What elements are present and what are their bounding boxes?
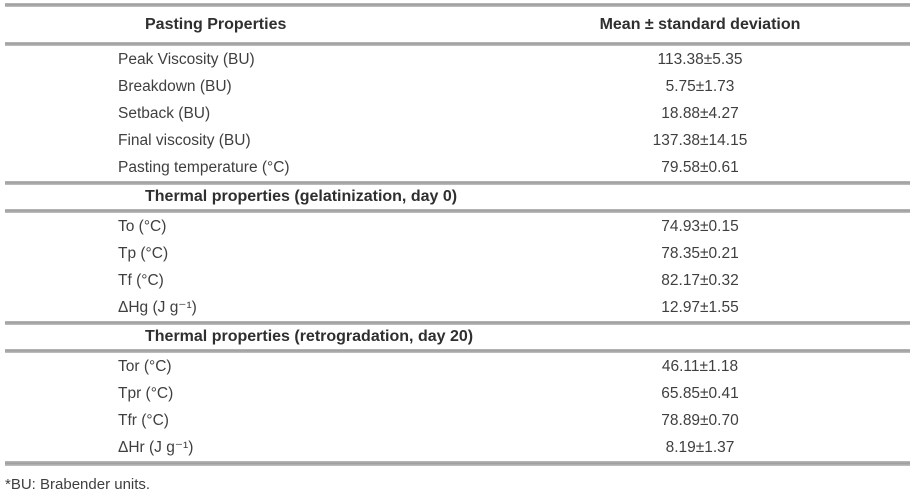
row-label: Tfr (°C) (118, 411, 169, 429)
row-label: Pasting temperature (°C) (118, 158, 290, 176)
table-top-rule (5, 3, 910, 7)
table-header-row: Pasting Properties Mean ± standard devia… (5, 7, 910, 42)
table-row: Tor (°C) 46.11±1.18 (5, 353, 910, 380)
row-value: 74.93±0.15 (661, 217, 739, 235)
table-row: Setback (BU) 18.88±4.27 (5, 100, 910, 127)
row-value: 137.38±14.15 (652, 131, 748, 149)
row-value: 78.89±0.70 (661, 411, 739, 429)
section-top-rule (5, 321, 910, 325)
row-value: 18.88±4.27 (661, 104, 739, 122)
table-row: Tpr (°C) 65.85±0.41 (5, 380, 910, 407)
row-value: 5.75±1.73 (665, 77, 735, 95)
row-value: 79.58±0.61 (661, 158, 739, 176)
table-row: Pasting temperature (°C) 79.58±0.61 (5, 154, 910, 181)
row-label: ΔHg (J g⁻¹) (118, 299, 197, 316)
column-header-pasting-properties: Pasting Properties (145, 15, 287, 33)
table-row: Tp (°C) 78.35±0.21 (5, 240, 910, 267)
section-top-rule (5, 181, 910, 185)
row-label: Tor (°C) (118, 357, 172, 375)
row-label: Tpr (°C) (118, 384, 174, 402)
row-label: To (°C) (118, 217, 167, 235)
table-row: Tfr (°C) 78.89±0.70 (5, 407, 910, 434)
row-label: ΔHr (J g⁻¹) (118, 439, 194, 456)
table-row: Breakdown (BU) 5.75±1.73 (5, 73, 910, 100)
section-title-retrogradation: Thermal properties (retrogradation, day … (145, 328, 474, 345)
section-header-row: Thermal properties (retrogradation, day … (5, 325, 910, 349)
table-row: Final viscosity (BU) 137.38±14.15 (5, 127, 910, 154)
row-value: 82.17±0.32 (661, 271, 739, 289)
row-value: 12.97±1.55 (661, 298, 739, 316)
section-bottom-rule (5, 209, 910, 213)
pasting-properties-table: Pasting Properties Mean ± standard devia… (5, 3, 910, 466)
row-label: Final viscosity (BU) (118, 131, 251, 149)
table-row: ΔHr (J g⁻¹) 8.19±1.37 (5, 434, 910, 461)
row-label: Breakdown (BU) (118, 77, 232, 95)
row-label: Tp (°C) (118, 244, 169, 262)
table-row: Peak Viscosity (BU) 113.38±5.35 (5, 46, 910, 73)
table-footnote: *BU: Brabender units. (5, 476, 151, 493)
section-title-gelatinization: Thermal properties (gelatinization, day … (145, 188, 458, 205)
row-label: Setback (BU) (118, 104, 211, 122)
row-value: 78.35±0.21 (661, 244, 739, 262)
table-row: To (°C) 74.93±0.15 (5, 213, 910, 240)
row-value: 46.11±1.18 (661, 357, 739, 375)
header-bottom-rule (5, 42, 910, 46)
column-header-mean-sd: Mean ± standard deviation (599, 15, 801, 33)
row-value: 8.19±1.37 (665, 438, 735, 456)
row-value: 65.85±0.41 (661, 384, 739, 402)
row-label: Tf (°C) (118, 271, 164, 289)
section-bottom-rule (5, 349, 910, 353)
row-value: 113.38±5.35 (657, 50, 743, 68)
section-header-row: Thermal properties (gelatinization, day … (5, 185, 910, 209)
table-row: Tf (°C) 82.17±0.32 (5, 267, 910, 294)
table-row: ΔHg (J g⁻¹) 12.97±1.55 (5, 294, 910, 321)
table-bottom-rule (5, 461, 910, 466)
row-label: Peak Viscosity (BU) (118, 50, 255, 68)
